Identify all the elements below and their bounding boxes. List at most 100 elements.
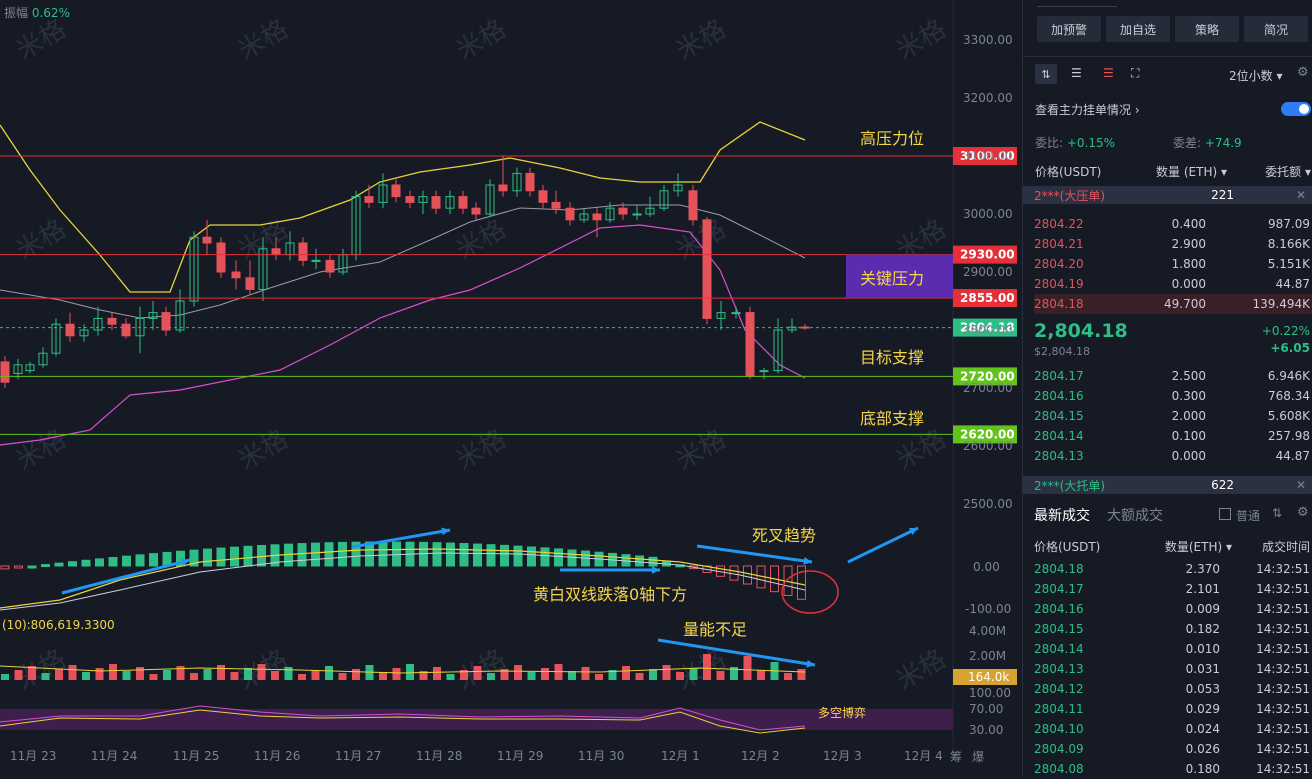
candle-body [716,312,726,319]
trade-time: 14:32:51 [1256,722,1310,736]
trade-time: 14:32:51 [1256,682,1310,696]
both-sides-view-icon[interactable]: ⇅ [1035,64,1057,84]
strategy-button[interactable]: 策略 [1175,16,1239,42]
annotation-death-cross: 死叉趋势 [752,526,816,545]
key-pressure-zone [846,254,953,299]
t-col-price: 价格(USDT) [1034,539,1101,554]
big-bid-label: 2***(大托单) [1034,478,1105,493]
big-bid-bar[interactable]: 2***(大托单) 622 ✕ [1022,476,1312,494]
big-ask-label: 2***(大压单) [1034,188,1105,203]
col-amount[interactable]: 委托额 ▾ [1265,164,1311,179]
filter-icon[interactable]: ⇅ [1272,506,1283,520]
candle-body [579,213,589,221]
add-alert-button[interactable]: 加预警 [1037,16,1101,42]
volume-bar [581,667,590,680]
annotation-target-support: 目标支撑 [860,348,924,367]
volume-bar [244,668,252,680]
trade-row: 2804.16 0.009 14:32:51 [1034,599,1312,619]
list-view-icon[interactable]: ☰ [1071,66,1082,80]
macd-bar [540,547,550,567]
candle-body [391,184,401,198]
gear-icon[interactable]: ⚙ [1297,505,1309,520]
trade-qty: 2.370 [1185,562,1220,576]
volume-bar [311,670,320,680]
ask-row[interactable]: 2804.20 1.800 5.151K [1034,254,1312,274]
gear-icon[interactable]: ⚙ [1297,65,1309,80]
ask-row[interactable]: 2804.19 0.000 44.87 [1034,274,1312,294]
main-orders-link[interactable]: 查看主力挂单情况 › [1035,103,1140,117]
candle-body [175,300,185,331]
price-cell: 2804.20 [1034,257,1084,271]
col-qty-label: 数量 (ETH) [1156,164,1218,179]
trade-price: 2804.10 [1034,722,1084,736]
volume-bar [541,668,549,680]
ask-row[interactable]: 2804.22 0.400 987.09 [1034,214,1312,234]
x-axis-label: 12月 1 [661,749,700,763]
volume-bar [109,664,117,680]
ask-row[interactable]: 2804.21 2.900 8.166K [1034,234,1312,254]
rsi-tick: 100.00 [969,686,1011,700]
close-icon[interactable]: ✕ [1295,478,1306,492]
price-cell: 2804.21 [1034,237,1084,251]
candle-body [0,361,10,383]
ask-row[interactable]: 2804.18 49.700 139.494K [1034,294,1312,314]
bid-row[interactable]: 2804.16 0.300 768.34 [1034,386,1312,406]
big-ask-bar[interactable]: 2***(大压单) 221 ✕ [1022,186,1312,204]
bid-row[interactable]: 2804.15 2.000 5.608K [1034,406,1312,426]
candle-body [51,323,61,354]
tab-latest-trades[interactable]: 最新成交 [1034,508,1090,524]
price-cell: 2804.22 [1034,217,1084,231]
macd-dea-line [0,552,806,611]
candle-body [325,259,335,273]
candle-body [445,196,455,209]
watermark-text: 米格 [891,14,951,66]
watermark-text: 米格 [233,14,293,66]
macd-bar [27,565,37,569]
price-cell: 2804.16 [1034,389,1084,403]
normal-checkbox[interactable] [1219,508,1231,520]
summary-button[interactable]: 简况 [1244,16,1308,42]
col-qty[interactable]: 数量 (ETH) ▾ [1156,164,1227,179]
volume-current-tag [953,669,1017,685]
main-orders-toggle[interactable] [1281,102,1311,116]
panel-buttons: 加预警 加自选 策略 简况 [1037,16,1308,42]
t-col-qty[interactable]: 数量(ETH) ▾ [1164,539,1232,554]
add-favorite-button[interactable]: 加自选 [1106,16,1170,42]
volume-bar [392,668,401,680]
watermark-text: 米格 [11,214,71,266]
candlestick-chart[interactable]: 米格米格米格米格米格米格米格米格米格米格米格米格米格米格米格米格米格米格米格米格… [0,0,1022,777]
price-cell: 2804.19 [1034,277,1084,291]
annotation-arrow [351,528,451,549]
candle-body [645,207,655,215]
bid-row[interactable]: 2804.13 0.000 44.87 [1034,446,1312,466]
macd-tick: 0.00 [973,560,1000,574]
asks-view-icon[interactable]: ☰ [1103,66,1114,80]
bid-row[interactable]: 2804.14 0.100 257.98 [1034,426,1312,446]
qty-cell: 2.500 [1171,369,1206,383]
fullscreen-icon[interactable]: ⛶ [1131,66,1140,80]
macd-bar [648,556,658,567]
annotation-arrowhead [651,566,660,574]
volume-bar [41,673,50,680]
close-icon[interactable]: ✕ [1295,188,1306,202]
trades-header: 价格(USDT) 数量(ETH) ▾ 成交时间 [1022,537,1312,555]
candle-body [25,364,35,372]
candle-body [618,207,628,215]
volume-bar [649,669,657,680]
qty-cell: 0.000 [1171,449,1206,463]
precision-select[interactable]: 2位小数 ▾ [1229,69,1283,83]
volume-bar [325,666,333,680]
price-level-label: 3100.00 [960,149,1015,163]
trade-time: 14:32:51 [1256,562,1310,576]
x-axis-label: 11月 26 [254,749,300,763]
chart-area[interactable]: 米格米格米格米格米格米格米格米格米格米格米格米格米格米格米格米格米格米格米格米格… [0,0,1022,777]
price-cell: 2804.14 [1034,429,1084,443]
trade-time: 14:32:51 [1256,742,1310,756]
bid-row[interactable]: 2804.17 2.500 6.946K [1034,366,1312,386]
watermark-text: 米格 [11,14,71,66]
tab-big-trades[interactable]: 大额成交 [1107,508,1163,524]
trade-time: 14:32:51 [1256,702,1310,716]
macd-bar [378,541,388,567]
candle-body [258,248,268,290]
macd-bar [257,545,266,567]
